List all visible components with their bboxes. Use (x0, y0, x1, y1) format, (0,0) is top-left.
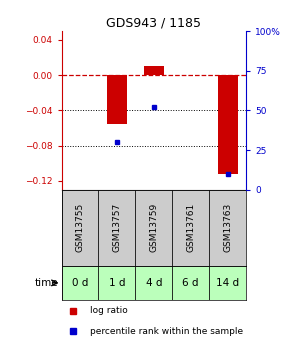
Text: GSM13763: GSM13763 (223, 203, 232, 252)
Bar (209, 190, 246, 266)
Bar (172, 266, 209, 300)
Title: GDS943 / 1185: GDS943 / 1185 (106, 17, 201, 30)
Text: 0 d: 0 d (72, 278, 88, 288)
Text: 6 d: 6 d (183, 278, 199, 288)
Text: GSM13759: GSM13759 (149, 203, 158, 252)
Bar (135, 266, 172, 300)
Text: percentile rank within the sample: percentile rank within the sample (90, 327, 243, 336)
Bar (135, 190, 172, 266)
Bar (172, 190, 209, 266)
Bar (209, 266, 246, 300)
Text: time: time (35, 278, 59, 288)
Bar (62, 266, 98, 300)
Text: 14 d: 14 d (216, 278, 239, 288)
Bar (98, 190, 135, 266)
Text: log ratio: log ratio (90, 306, 127, 315)
Bar (217, 75, 238, 174)
Text: 4 d: 4 d (146, 278, 162, 288)
Bar (98, 266, 135, 300)
Bar (107, 75, 127, 124)
Text: GSM13761: GSM13761 (186, 203, 195, 252)
Bar (144, 66, 164, 75)
Text: 1 d: 1 d (109, 278, 125, 288)
Text: GSM13755: GSM13755 (76, 203, 84, 252)
Bar (62, 190, 98, 266)
Text: GSM13757: GSM13757 (113, 203, 121, 252)
